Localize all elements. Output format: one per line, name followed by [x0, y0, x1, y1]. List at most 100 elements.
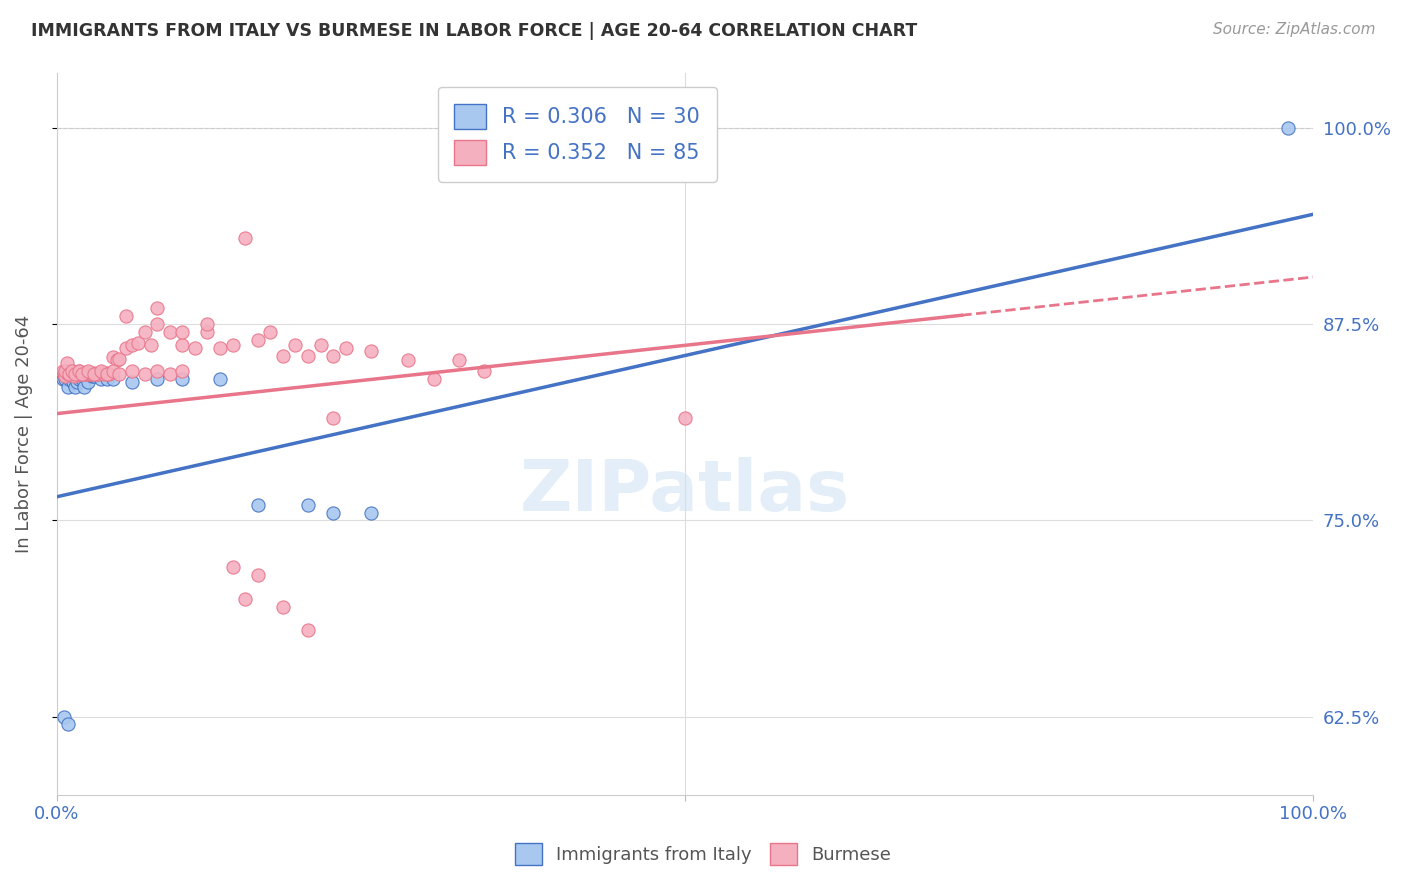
Point	[398, 353, 420, 368]
Point	[297, 498, 319, 512]
Text: IMMIGRANTS FROM ITALY VS BURMESE IN LABOR FORCE | AGE 20-64 CORRELATION CHART: IMMIGRANTS FROM ITALY VS BURMESE IN LABO…	[31, 22, 917, 40]
Point	[70, 368, 93, 382]
Point	[271, 599, 294, 614]
Point	[60, 364, 83, 378]
Point	[108, 368, 131, 382]
Point	[96, 366, 118, 380]
Point	[53, 368, 76, 382]
Point	[60, 372, 83, 386]
Point	[76, 366, 98, 380]
Point	[309, 337, 332, 351]
Point	[197, 325, 219, 339]
Point	[83, 368, 105, 382]
Point	[58, 366, 80, 380]
Point	[79, 366, 101, 380]
Point	[221, 337, 243, 351]
Point	[56, 717, 79, 731]
Point	[172, 325, 194, 339]
Point	[55, 364, 77, 378]
Point	[67, 372, 90, 386]
Point	[297, 624, 319, 638]
Point	[246, 568, 269, 582]
Point	[60, 364, 83, 378]
Point	[73, 380, 96, 394]
Text: ZIPatlas: ZIPatlas	[520, 458, 851, 526]
Point	[53, 709, 76, 723]
Point	[335, 341, 357, 355]
Point	[208, 341, 231, 355]
Point	[65, 368, 87, 382]
Point	[139, 337, 162, 351]
Point	[77, 364, 100, 378]
Point	[146, 364, 169, 378]
Point	[55, 372, 77, 386]
Point	[77, 368, 100, 382]
Point	[360, 506, 382, 520]
Point	[55, 364, 77, 378]
Point	[159, 325, 181, 339]
Point	[70, 372, 93, 386]
Point	[172, 372, 194, 386]
Point	[69, 368, 91, 382]
Point	[72, 368, 94, 382]
Point	[246, 498, 269, 512]
Point	[233, 591, 256, 606]
Point	[259, 325, 281, 339]
Point	[62, 368, 84, 382]
Point	[96, 372, 118, 386]
Point	[146, 301, 169, 316]
Point	[77, 375, 100, 389]
Point	[52, 364, 75, 378]
Point	[70, 366, 93, 380]
Point	[90, 366, 112, 380]
Point	[65, 366, 87, 380]
Point	[172, 364, 194, 378]
Point	[284, 337, 307, 351]
Point	[67, 364, 90, 378]
Point	[146, 372, 169, 386]
Point	[134, 325, 156, 339]
Point	[121, 364, 143, 378]
Point	[59, 364, 82, 378]
Point	[67, 364, 90, 378]
Point	[80, 368, 103, 382]
Point	[184, 341, 207, 355]
Point	[472, 364, 495, 378]
Y-axis label: In Labor Force | Age 20-64: In Labor Force | Age 20-64	[15, 315, 32, 553]
Point	[127, 336, 149, 351]
Point	[271, 349, 294, 363]
Point	[66, 368, 89, 382]
Point	[55, 364, 77, 378]
Legend: Immigrants from Italy, Burmese: Immigrants from Italy, Burmese	[508, 836, 898, 872]
Text: Source: ZipAtlas.com: Source: ZipAtlas.com	[1212, 22, 1375, 37]
Point	[66, 366, 89, 380]
Point	[322, 349, 344, 363]
Legend: R = 0.306   N = 30, R = 0.352   N = 85: R = 0.306 N = 30, R = 0.352 N = 85	[437, 87, 717, 182]
Point	[673, 411, 696, 425]
Point	[52, 372, 75, 386]
Point	[105, 353, 128, 368]
Point	[90, 364, 112, 378]
Point	[59, 368, 82, 382]
Point	[58, 368, 80, 382]
Point	[297, 349, 319, 363]
Point	[208, 372, 231, 386]
Point	[101, 364, 124, 378]
Point	[447, 353, 470, 368]
Point	[75, 368, 97, 382]
Point	[63, 368, 86, 383]
Point	[197, 317, 219, 331]
Point	[221, 560, 243, 574]
Point	[1277, 120, 1299, 135]
Point	[83, 368, 105, 383]
Point	[90, 372, 112, 386]
Point	[159, 368, 181, 382]
Point	[79, 368, 101, 382]
Point	[108, 351, 131, 366]
Point	[66, 375, 89, 389]
Point	[322, 506, 344, 520]
Point	[360, 343, 382, 358]
Point	[101, 372, 124, 386]
Point	[134, 368, 156, 382]
Point	[96, 368, 118, 382]
